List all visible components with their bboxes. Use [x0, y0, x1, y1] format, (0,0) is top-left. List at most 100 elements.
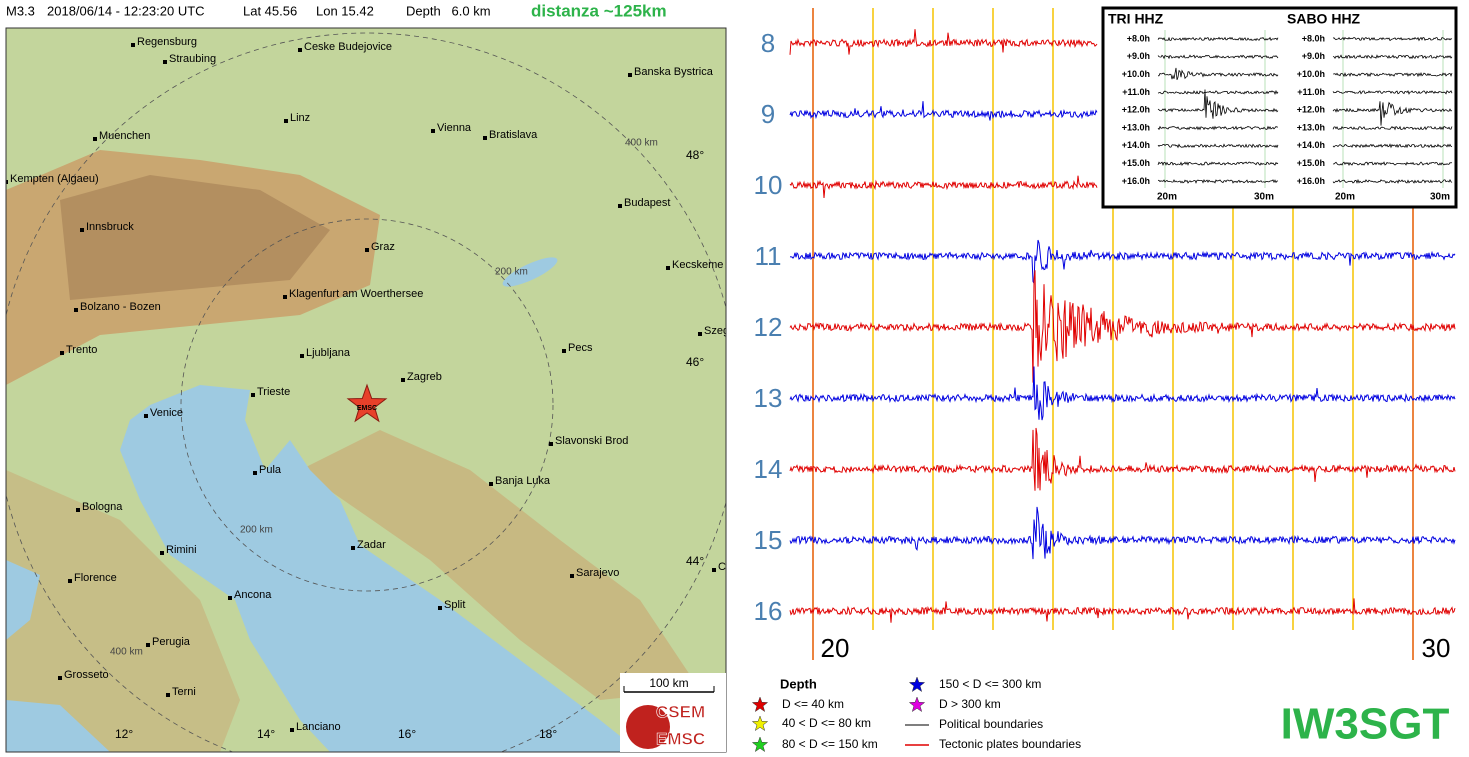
city-label: Pula	[259, 464, 282, 476]
city-marker	[438, 606, 442, 610]
inset-offset: +15.0h	[1122, 158, 1150, 168]
legend-star	[908, 676, 926, 693]
city-label: Klagenfurt am Woerthersee	[289, 288, 423, 300]
city-label: Ceske Budejovice	[304, 41, 392, 53]
seismogram-trace	[789, 506, 1456, 560]
hour-label: 10	[754, 170, 783, 200]
city-label: Szeg	[704, 325, 729, 337]
seismogram-trace	[789, 239, 1456, 286]
inset-offset: +16.0h	[1297, 176, 1325, 186]
inset-trace	[1332, 143, 1453, 149]
inset-offset: +13.0h	[1122, 122, 1150, 132]
legend-title: Depth	[780, 676, 817, 691]
inset-offset: +15.0h	[1297, 158, 1325, 168]
logo-text: CSEM	[656, 702, 705, 721]
city-marker	[160, 551, 164, 555]
city-label: Trieste	[257, 386, 290, 398]
inset-offset: +16.0h	[1122, 176, 1150, 186]
header-latitude: Lat 45.56	[243, 3, 297, 18]
city-label: Vienna	[437, 122, 472, 134]
legend-star	[751, 696, 769, 713]
city-marker	[253, 471, 257, 475]
legend-label: Political boundaries	[939, 717, 1043, 731]
hour-label: 15	[754, 525, 783, 555]
legend-label: 150 < D <= 300 km	[939, 677, 1041, 691]
city-marker	[68, 579, 72, 583]
city-marker	[290, 728, 294, 732]
distance-label: 400 km	[625, 138, 658, 149]
city-label: Innsbruck	[86, 221, 134, 233]
city-label: Ancona	[234, 589, 272, 601]
city-label: Banja Luka	[495, 475, 551, 487]
inset-station: SABO HHZ	[1287, 11, 1361, 27]
inset-offset: +8.0h	[1127, 33, 1150, 43]
longitude-label: 18°	[539, 727, 557, 741]
city-label: Pecs	[568, 342, 593, 354]
ligurian-sea	[6, 560, 40, 640]
inset-trace	[1332, 101, 1453, 126]
legend-label: D > 300 km	[939, 697, 1001, 711]
legend-star	[908, 696, 926, 713]
latitude-label: 48°	[686, 148, 704, 162]
inset-offset: +12.0h	[1297, 105, 1325, 115]
dinarides	[300, 430, 700, 700]
city-marker	[163, 60, 167, 64]
city-marker	[401, 378, 405, 382]
legend-star	[751, 715, 769, 732]
latitude-label: 46°	[686, 355, 704, 369]
city-label: Venice	[150, 407, 183, 419]
seismogram-trace	[789, 366, 1456, 421]
city-label: Bologna	[82, 501, 123, 513]
city-label: Perugia	[152, 636, 191, 648]
content: M3.3 2018/06/14 - 12:23:20 UTC Lat 45.56 Lo…	[6, 1, 1458, 753]
hour-label: 9	[761, 99, 775, 129]
apennines	[6, 470, 240, 752]
inset-offset: +13.0h	[1297, 122, 1325, 132]
inset-minute-label: 30m	[1254, 192, 1274, 203]
inset-station: TRI HHZ	[1108, 11, 1164, 27]
city-marker	[618, 204, 622, 208]
longitude-label: 12°	[115, 727, 133, 741]
city-marker	[431, 129, 435, 133]
station-label: IW3SGT	[1281, 700, 1450, 749]
city-marker	[666, 266, 670, 270]
inset-trace	[1157, 89, 1279, 119]
city-marker	[351, 546, 355, 550]
seismogram-trace	[789, 270, 1456, 383]
city-marker	[6, 180, 8, 184]
city-marker	[80, 228, 84, 232]
epicenter	[346, 383, 388, 423]
inset-offset: +10.0h	[1297, 69, 1325, 79]
city-marker	[549, 442, 553, 446]
city-label: Linz	[290, 112, 310, 124]
range-circle	[180, 218, 554, 592]
inset-trace	[1157, 125, 1279, 131]
header-distance: distanza ~125km	[531, 1, 667, 20]
city-marker	[93, 137, 97, 141]
city-marker	[489, 482, 493, 486]
header-longitude: Lon 15.42	[316, 3, 374, 18]
city-marker	[698, 332, 702, 336]
header-magnitude: M3.3	[6, 3, 35, 18]
hour-label: 11	[755, 241, 782, 271]
hour-label: 12	[754, 312, 783, 342]
city-label: Zagreb	[407, 371, 442, 383]
city-marker	[166, 693, 170, 697]
inset-offset: +9.0h	[1127, 51, 1150, 61]
hour-label: 8	[761, 28, 775, 58]
distance-label: 200 km	[240, 525, 273, 536]
city-marker	[144, 414, 148, 418]
city-label: C	[718, 561, 726, 573]
inset-trace	[1157, 143, 1279, 149]
city-label: Kecskeme	[672, 259, 723, 271]
hour-label: 13	[754, 383, 783, 413]
inset-trace	[1157, 89, 1279, 96]
logo-text: EMSC	[656, 729, 705, 748]
city-marker	[300, 354, 304, 358]
inset-offset: +9.0h	[1302, 51, 1325, 61]
city-label: Florence	[74, 572, 117, 584]
inset	[1101, 6, 1458, 209]
city-marker	[58, 676, 62, 680]
longitude-label: 16°	[398, 727, 416, 741]
